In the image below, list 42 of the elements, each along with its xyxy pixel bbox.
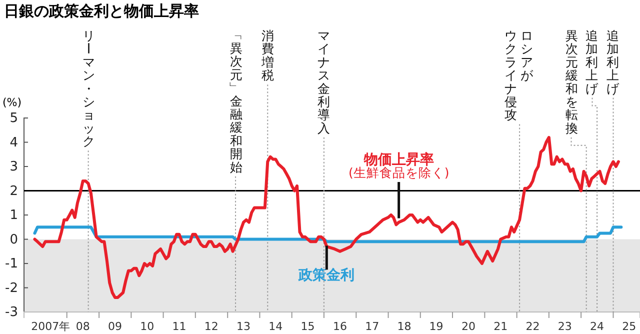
y-tick-label: -3 bbox=[5, 305, 18, 320]
x-tick-label: 08 bbox=[76, 320, 90, 333]
x-tick-label: 09 bbox=[108, 320, 122, 333]
x-tick-label: 23 bbox=[558, 320, 572, 333]
y-tick-label: -1 bbox=[5, 256, 18, 272]
x-tick-label: 24 bbox=[590, 320, 604, 333]
y-tick-label: 2 bbox=[10, 184, 18, 199]
chart-title: 日銀の政策金利と物価上昇率 bbox=[4, 2, 199, 20]
line-series bbox=[33, 136, 620, 299]
x-tick-label: 15 bbox=[300, 320, 315, 333]
x-tick-label: 17 bbox=[365, 320, 380, 333]
ref-line-label: 追加利上げ bbox=[606, 28, 620, 96]
y-tick-label: 4 bbox=[10, 135, 18, 150]
x-tick-label: 16 bbox=[332, 320, 347, 333]
x-tick-label: 20 bbox=[462, 320, 476, 333]
ref-line-label: 追加利上げ bbox=[585, 28, 600, 96]
x-tick-label: 19 bbox=[429, 320, 444, 333]
x-tick-label: 14 bbox=[268, 320, 283, 333]
x-tick-label: 18 bbox=[397, 320, 412, 333]
x-tick-label: 13 bbox=[236, 320, 251, 333]
series-label: 政策金利 bbox=[298, 268, 355, 284]
y-axis-title: (%) bbox=[2, 96, 22, 109]
x-tick-label: 2007年 bbox=[31, 320, 70, 333]
y-tick-label: 1 bbox=[10, 208, 18, 224]
text: 「異次元」金融緩和開始 bbox=[228, 28, 244, 174]
x-tick-label: 12 bbox=[204, 320, 218, 333]
text: リーマン・ショック bbox=[80, 28, 96, 149]
ref-line-label: 消費増税 bbox=[260, 28, 275, 83]
ref-line-label: 異次元緩和を転換 bbox=[564, 28, 578, 136]
y-tick-label: -2 bbox=[5, 280, 18, 296]
ref-line-label: マイナス金利導入 bbox=[317, 28, 330, 136]
text: ロシアがウクライナ侵攻 bbox=[504, 28, 534, 122]
line-series bbox=[33, 226, 623, 244]
y-tick-label: 3 bbox=[10, 160, 18, 175]
x-tick-label: 25 bbox=[622, 320, 636, 333]
text: 物価上昇率 (生鮮食品を除く) bbox=[348, 151, 450, 180]
x-tick-label: 22 bbox=[526, 320, 540, 333]
x-tick-label: 11 bbox=[172, 320, 186, 333]
y-tick-label: 5 bbox=[10, 111, 18, 126]
y-tick-label: 0 bbox=[10, 232, 18, 248]
x-tick-label: 21 bbox=[494, 320, 508, 333]
x-tick-label: 10 bbox=[140, 320, 154, 333]
